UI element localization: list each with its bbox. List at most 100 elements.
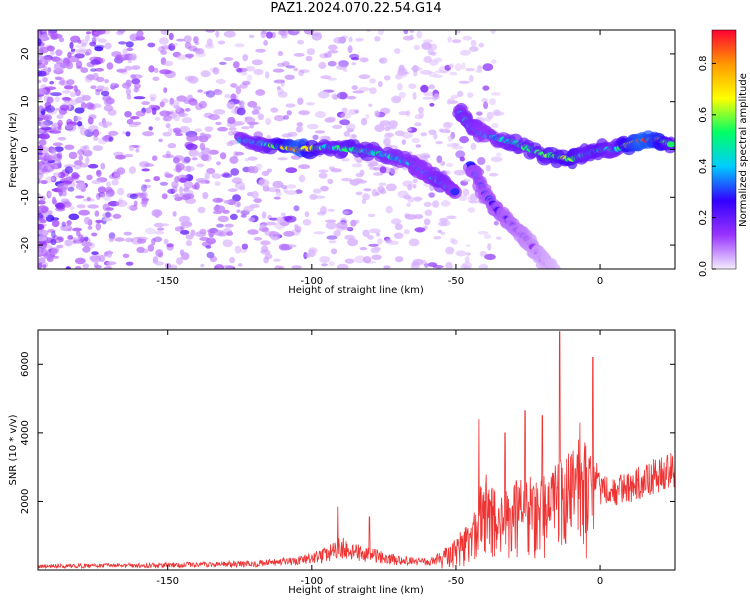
heatmap-cell [125,261,134,266]
heatmap-cell [408,83,417,89]
heatmap-cells [38,30,675,269]
snr-x-label: Height of straight line (km) [288,585,424,596]
heatmap-cell [341,158,350,162]
heatmap-cell [75,96,85,104]
heatmap-cell [92,145,104,152]
x-tick-label: 0 [597,276,603,287]
heatmap-cell [178,186,184,195]
heatmap-cell [447,36,452,43]
heatmap-cell [387,240,399,245]
heatmap-cell [436,155,443,164]
heatmap-cell [53,68,64,75]
heatmap-cell [194,128,202,132]
heatmap-cell [333,37,346,44]
heatmap-cell [411,137,420,144]
snr-y-ticks: 2000 4000 6000 [20,352,675,514]
heatmap-cell [197,206,206,214]
heatmap-cell [215,121,222,126]
heatmap-cell [397,190,409,198]
heatmap-cell [208,114,220,121]
heatmap-cell [265,118,272,125]
heatmap-cell [148,65,155,73]
heatmap-cell [481,97,489,103]
heatmap-cell [73,163,82,170]
heatmap-cell [129,193,139,200]
heatmap-cell [345,123,356,131]
heatmap-cell [367,163,375,168]
heatmap-cell [332,124,343,129]
heatmap-cell [39,121,50,128]
heatmap-cell [108,136,114,142]
heatmap-cell [116,167,126,175]
heatmap-cell [175,105,181,113]
heatmap-cell [166,243,174,248]
heatmap-cell [467,207,476,213]
heatmap-cell [319,256,331,263]
heatmap-cell [123,231,133,236]
heatmap-cell [226,101,235,110]
heatmap-cell [443,122,452,130]
heatmap-cell [153,236,163,243]
x-tick-label: -100 [300,576,323,587]
heatmap-cell [359,247,368,251]
heatmap-cell [328,240,337,244]
heatmap-cell [247,116,254,122]
heatmap-cell [38,105,45,112]
heatmap-cell [253,106,261,111]
heatmap-cell [197,89,203,93]
heatmap-cell [285,190,298,195]
heatmap-cell [384,132,392,140]
heatmap-cell [351,85,358,90]
heatmap-cell [437,229,443,234]
heatmap-cell [278,265,285,269]
heatmap-cell [340,35,348,39]
heatmap-cell [453,169,466,176]
heatmap-cell [354,109,359,114]
heatmap-cell [74,107,85,114]
heatmap-cell [140,248,149,254]
heatmap-cell [351,163,363,168]
heatmap-cell [137,192,144,199]
heatmap-cell [38,95,42,101]
heatmap-cell [284,215,297,223]
heatmap-cell [148,126,153,131]
heatmap-cell [184,197,197,204]
heatmap-cell [337,263,349,269]
heatmap-cell [215,78,226,85]
heatmap-cell [479,250,487,257]
figure-title: PAZ1.2024.070.22.54.G14 [270,1,442,16]
colorbar-ticks: 0.0 0.2 0.4 0.6 0.8 [698,55,716,277]
heatmap-cell [320,206,327,215]
heatmap-cell [171,42,179,47]
heatmap-cell [415,144,422,148]
heatmap-cell [195,48,205,55]
heatmap-cell [204,172,210,180]
heatmap-cell [43,164,55,173]
heatmap-cell [137,238,147,244]
heatmap-cell [52,172,62,178]
heatmap-cell [448,63,454,69]
heatmap-cell [361,199,367,204]
heatmap-cell [131,78,141,85]
heatmap-cell [173,114,181,122]
y-tick-label: 10 [20,95,31,108]
heatmap-cell [405,214,417,220]
heatmap-cell [247,166,255,174]
heatmap-cell [488,98,496,106]
heatmap-cell [50,248,58,256]
heatmap-cell [359,57,369,63]
heatmap-cell [157,227,165,231]
heatmap-cell [326,235,338,240]
heatmap-cell [87,204,99,209]
heatmap-cell [243,205,255,212]
heatmap-cell [224,223,234,228]
heatmap-cell [406,109,411,117]
heatmap-cell [212,210,223,215]
heatmap-cell [91,36,101,41]
heatmap-cell [38,139,47,146]
heatmap-cell [287,131,298,137]
heatmap-cell [186,165,192,172]
heatmap-cell [169,264,178,269]
heatmap-cell [171,181,179,188]
